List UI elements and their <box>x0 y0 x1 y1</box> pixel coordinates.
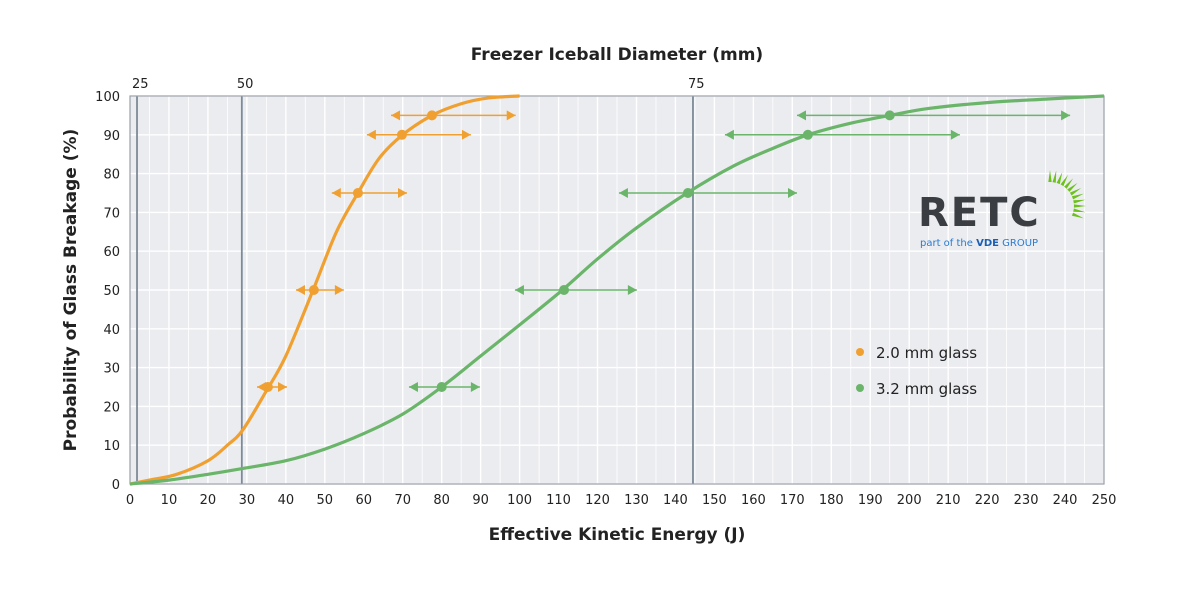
x-tick-label: 10 <box>161 493 178 508</box>
error-arrow-left <box>514 285 524 295</box>
error-arrow-left <box>618 188 628 198</box>
x-tick-label: 20 <box>200 493 217 508</box>
data-point <box>559 285 570 295</box>
sun-ray <box>1067 182 1078 192</box>
x-tick-label: 100 <box>507 493 532 508</box>
y-tick-label: 100 <box>95 90 120 105</box>
plot-border <box>129 95 1105 485</box>
error-arrow-right <box>470 382 480 392</box>
data-point <box>436 382 447 392</box>
x-tick-label: 110 <box>546 493 571 508</box>
data-point <box>682 188 693 198</box>
x-tick-label: 70 <box>394 493 411 508</box>
x-axis-label: Effective Kinetic Energy (J) <box>489 525 746 545</box>
error-arrow-left <box>724 129 734 140</box>
sun-ray <box>1073 204 1086 208</box>
error-arrow-left <box>408 382 418 392</box>
y-axis-label: Probability of Glass Breakage (%) <box>61 129 81 452</box>
error-arrow-left <box>391 110 401 121</box>
y-tick-label: 90 <box>103 129 120 144</box>
legend: 2.0 mm glass 3.2 mm glass <box>856 344 977 398</box>
sun-ray <box>1064 178 1074 189</box>
chart-title: Freezer Iceball Diameter (mm) <box>471 45 763 65</box>
x-tick-label: 190 <box>858 493 883 508</box>
logo-sun-icon <box>1048 170 1086 219</box>
y-tick-label: 40 <box>103 323 120 338</box>
y-tick-label: 50 <box>103 284 120 299</box>
x-tick-label: 150 <box>702 493 727 508</box>
sun-ray <box>1073 208 1086 213</box>
x-tick-label: 80 <box>433 493 450 508</box>
x-tick-label: 60 <box>355 493 372 508</box>
x-tick-label: 90 <box>472 493 489 508</box>
x-tick-label: 120 <box>585 493 610 508</box>
x-tick-label: 160 <box>741 493 766 508</box>
error-arrow-right <box>950 129 960 140</box>
top-tick-label: 50 <box>237 77 254 92</box>
error-arrow-right <box>1061 110 1071 121</box>
x-tick-label: 0 <box>126 493 134 508</box>
y-tick-label: 60 <box>103 245 120 260</box>
sun-ray <box>1069 188 1082 196</box>
data-point <box>308 285 319 295</box>
data-point <box>262 382 273 392</box>
retc-logo: RETC part of the VDE GROUP <box>918 170 1086 249</box>
x-tick-label: 210 <box>936 493 961 508</box>
legend-label-3mm: 3.2 mm glass <box>876 380 977 398</box>
error-arrow-right <box>627 285 637 295</box>
sun-ray <box>1056 172 1063 185</box>
error-arrow-right <box>787 188 797 198</box>
x-tick-label: 170 <box>780 493 805 508</box>
error-arrow-left <box>295 285 305 295</box>
error-arrow-right <box>278 382 288 392</box>
error-arrow-right <box>506 110 516 121</box>
y-tick-label: 70 <box>103 206 120 221</box>
data-point <box>802 129 813 140</box>
y-tick-label: 20 <box>103 400 120 415</box>
sun-ray <box>1071 193 1084 200</box>
sun-ray <box>1071 212 1084 219</box>
sun-ray <box>1048 170 1052 183</box>
sun-ray <box>1060 174 1068 187</box>
sun-ray <box>1073 199 1086 204</box>
x-tick-label: 30 <box>239 493 256 508</box>
error-arrow-right <box>461 129 471 140</box>
series-3.2mm <box>129 94 1105 486</box>
x-tick-label: 140 <box>663 493 688 508</box>
x-tick-label: 50 <box>317 493 334 508</box>
legend-marker-3mm <box>856 384 864 392</box>
legend-marker-2mm <box>856 348 864 356</box>
error-arrow-left <box>796 110 806 121</box>
data-point <box>396 129 407 140</box>
y-tick-label: 0 <box>112 478 120 493</box>
x-tick-label: 230 <box>1014 493 1039 508</box>
data-point <box>426 110 437 121</box>
y-tick-label: 80 <box>103 168 120 183</box>
error-arrow-right <box>398 188 408 198</box>
logo-text: RETC <box>918 190 1041 236</box>
legend-label-2mm: 2.0 mm glass <box>876 344 977 362</box>
x-tick-label: 180 <box>819 493 844 508</box>
data-point <box>352 188 363 198</box>
y-tick-label: 10 <box>103 439 120 454</box>
x-tick-label: 240 <box>1053 493 1078 508</box>
x-tick-label: 220 <box>975 493 1000 508</box>
error-arrow-left <box>331 188 341 198</box>
logo-tagline: part of the VDE GROUP <box>920 238 1038 249</box>
data-point <box>884 110 895 121</box>
error-arrow-right <box>334 285 344 295</box>
x-tick-label: 40 <box>278 493 295 508</box>
x-tick-label: 250 <box>1092 493 1117 508</box>
y-tick-label: 30 <box>103 362 120 377</box>
series-2.0mm <box>129 94 520 486</box>
x-tick-label: 130 <box>624 493 649 508</box>
error-arrow-left <box>366 129 376 140</box>
sun-ray <box>1052 170 1057 183</box>
top-tick-label: 25 <box>132 77 149 92</box>
top-tick-label: 75 <box>688 77 705 92</box>
x-tick-label: 200 <box>897 493 922 508</box>
